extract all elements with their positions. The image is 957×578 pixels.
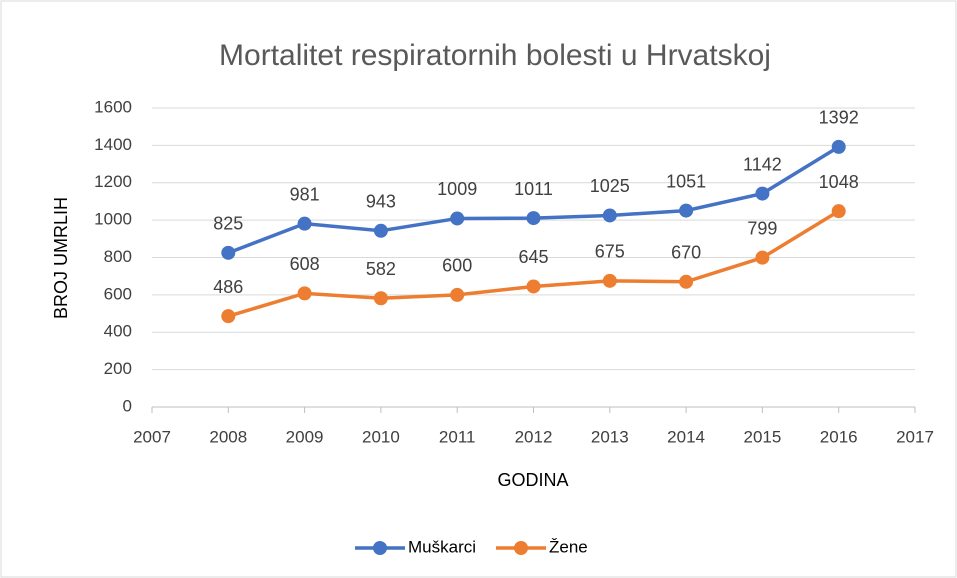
- x-tick-label: 2008: [209, 427, 247, 446]
- x-tick-label: 2009: [286, 427, 324, 446]
- data-label: 608: [290, 254, 320, 274]
- data-point: [297, 286, 312, 301]
- data-label: 600: [442, 256, 472, 276]
- data-point: [373, 223, 388, 238]
- data-label: 582: [366, 259, 396, 279]
- data-label: 799: [747, 218, 777, 238]
- data-point: [221, 309, 236, 324]
- data-label: 981: [290, 184, 320, 204]
- data-point: [831, 204, 846, 219]
- data-label: 1025: [590, 176, 630, 196]
- data-point: [755, 250, 770, 265]
- x-tick-label: 2013: [591, 427, 629, 446]
- legend-label: Žene: [549, 537, 588, 556]
- data-label: 1009: [437, 179, 477, 199]
- data-point: [450, 211, 465, 226]
- data-label: 825: [213, 214, 243, 234]
- data-point: [526, 211, 541, 226]
- data-label: 943: [366, 192, 396, 212]
- data-label: 675: [595, 242, 625, 262]
- y-tick-label: 400: [104, 322, 132, 341]
- x-tick-label: 2016: [820, 427, 858, 446]
- chart-title: Mortalitet respiratornih bolesti u Hrvat…: [219, 39, 771, 72]
- x-tick-label: 2015: [743, 427, 781, 446]
- y-tick-label: 0: [123, 396, 132, 415]
- legend-marker: [373, 541, 387, 555]
- data-label: 1392: [819, 108, 859, 128]
- y-tick-label: 1000: [94, 210, 132, 229]
- data-label: 1142: [743, 154, 782, 174]
- y-axis-label: BROJ UMRLIH: [51, 197, 71, 319]
- data-label: 486: [213, 277, 243, 297]
- data-point: [297, 216, 312, 231]
- data-label: 1011: [514, 179, 553, 199]
- data-point: [602, 208, 617, 223]
- x-tick-label: 2011: [439, 427, 476, 446]
- data-point: [221, 245, 236, 260]
- x-tick-label: 2012: [515, 427, 553, 446]
- data-point: [831, 139, 846, 154]
- data-point: [755, 186, 770, 201]
- x-tick-label: 2017: [896, 427, 934, 446]
- y-tick-label: 1600: [94, 97, 132, 116]
- x-tick-label: 2014: [667, 427, 705, 446]
- data-point: [373, 291, 388, 306]
- y-tick-label: 600: [104, 284, 132, 303]
- y-tick-label: 800: [104, 247, 132, 266]
- x-axis-label: GODINA: [497, 470, 568, 490]
- data-label: 645: [518, 247, 548, 267]
- data-label: 1051: [666, 171, 706, 191]
- data-point: [679, 203, 694, 218]
- y-tick-label: 1200: [94, 172, 132, 191]
- data-point: [450, 287, 465, 302]
- data-label: 670: [671, 243, 701, 263]
- data-point: [602, 273, 617, 288]
- x-tick-label: 2007: [133, 427, 171, 446]
- legend-label: Muškarci: [408, 537, 476, 556]
- legend-marker: [514, 541, 529, 555]
- data-point: [526, 279, 541, 294]
- data-label: 1048: [819, 172, 859, 192]
- y-tick-label: 1400: [94, 135, 132, 154]
- y-tick-label: 200: [104, 359, 132, 378]
- x-tick-label: 2010: [362, 427, 400, 446]
- data-point: [679, 274, 694, 289]
